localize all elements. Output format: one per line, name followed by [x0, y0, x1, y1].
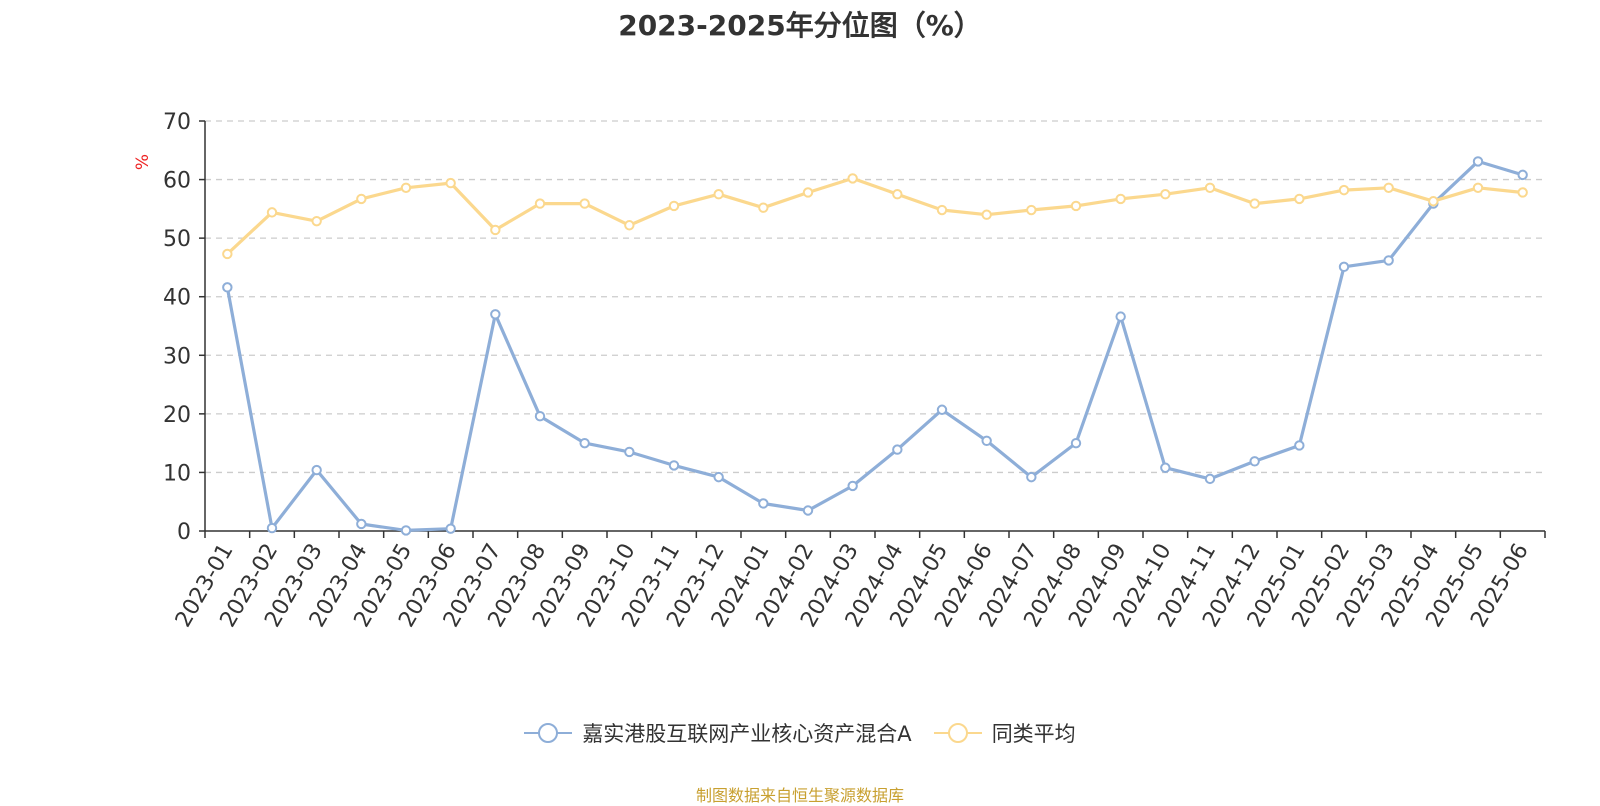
data-point [802, 505, 814, 516]
data-point [981, 209, 992, 220]
data-point [1026, 204, 1037, 216]
data-point [1160, 189, 1171, 200]
data-point [490, 309, 501, 320]
data-point [1115, 311, 1126, 322]
data-point [1204, 182, 1216, 193]
data-point [892, 189, 903, 200]
y-tick-label: 30 [163, 344, 191, 369]
source-note: 制图数据来自恒生聚源数据库 [695, 786, 904, 805]
data-point [936, 204, 948, 216]
data-point [1249, 198, 1260, 209]
data-point [1070, 200, 1082, 212]
data-point [624, 220, 635, 231]
data-point [266, 522, 278, 534]
data-point [1026, 471, 1037, 483]
data-point [400, 525, 412, 536]
data-point [1383, 182, 1394, 193]
data-point [1383, 255, 1394, 266]
data-point [490, 224, 501, 236]
axes: 010203040506070%2023-012023-022023-03202… [133, 110, 1546, 632]
data-point [1517, 169, 1528, 181]
chart-title: 2023-2025年分位图（%） [618, 9, 982, 42]
data-point [1472, 156, 1484, 167]
data-point [222, 248, 233, 260]
y-tick-label: 50 [163, 227, 191, 252]
data-point [1115, 193, 1126, 205]
data-point [668, 200, 680, 212]
legend-label-peer-average: 同类平均 [991, 722, 1076, 746]
data-point [847, 173, 858, 184]
data-point [1070, 437, 1082, 449]
y-tick-label: 40 [163, 286, 191, 311]
series-line [225, 159, 1524, 533]
data-point [1517, 187, 1528, 198]
data-point [1472, 182, 1484, 193]
data-point [222, 282, 233, 293]
data-point [356, 518, 367, 530]
legend: 嘉实港股互联网产业核心资产混合A 同类平均 [0, 718, 1600, 748]
data-point [1204, 473, 1216, 485]
data-point [981, 435, 992, 446]
data-point [713, 471, 724, 483]
data-point [1338, 261, 1350, 273]
data-point [758, 498, 769, 509]
series-lines [222, 156, 1528, 536]
y-axis-label: % [133, 154, 153, 170]
data-point [668, 460, 680, 471]
data-point [400, 182, 412, 193]
y-tick-label: 10 [163, 461, 191, 486]
data-point [534, 198, 546, 209]
series-line [226, 176, 1523, 256]
data-point [445, 523, 456, 534]
y-tick-label: 70 [163, 110, 191, 135]
y-tick-label: 20 [163, 403, 191, 428]
legend-marker-peer-average [933, 723, 982, 743]
data-point [936, 404, 948, 415]
data-point [1428, 196, 1439, 207]
data-point [847, 480, 858, 492]
data-point [579, 198, 590, 209]
legend-item-peer-average[interactable]: 同类平均 [933, 718, 1076, 748]
data-point [1249, 456, 1260, 467]
data-point [311, 464, 322, 476]
legend-item-fund[interactable]: 嘉实港股互联网产业核心资产混合A [524, 718, 912, 748]
data-point [802, 187, 814, 198]
data-point [1294, 440, 1305, 451]
data-point [1160, 462, 1171, 473]
data-point [892, 444, 903, 455]
data-point [713, 189, 724, 200]
grid-lines [205, 120, 1545, 474]
data-point [579, 437, 590, 449]
data-point [266, 207, 278, 218]
data-point [311, 215, 322, 227]
legend-label-fund: 嘉实港股互联网产业核心资产混合A [582, 722, 912, 746]
data-point [445, 177, 456, 189]
data-point [758, 202, 769, 213]
legend-marker-fund [524, 723, 573, 743]
data-point [534, 411, 546, 422]
data-point [356, 193, 367, 205]
data-point [1338, 184, 1350, 196]
data-point [624, 446, 635, 458]
data-point [1294, 193, 1305, 205]
y-tick-label: 60 [163, 169, 191, 194]
y-tick-label: 0 [177, 520, 191, 545]
